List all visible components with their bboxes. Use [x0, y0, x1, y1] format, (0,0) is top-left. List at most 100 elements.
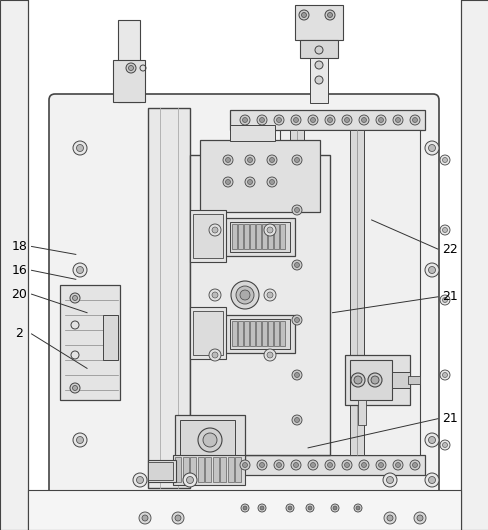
Circle shape [225, 157, 230, 163]
Bar [204, 457, 210, 482]
Circle shape [307, 460, 317, 470]
Circle shape [382, 473, 396, 487]
Bar [113, 60, 145, 102]
Circle shape [240, 290, 249, 300]
Circle shape [350, 373, 364, 387]
Bar [238, 224, 243, 249]
Circle shape [294, 208, 299, 213]
Circle shape [355, 506, 359, 510]
Circle shape [247, 157, 252, 163]
Circle shape [344, 118, 349, 122]
Circle shape [294, 373, 299, 377]
Circle shape [247, 180, 252, 184]
Text: 20: 20 [12, 288, 27, 301]
Circle shape [375, 115, 385, 125]
Bar [231, 321, 237, 346]
Circle shape [395, 463, 400, 467]
Circle shape [76, 437, 83, 444]
Circle shape [72, 296, 77, 301]
Circle shape [73, 141, 87, 155]
Circle shape [257, 115, 266, 125]
Circle shape [259, 118, 264, 122]
Bar [262, 224, 266, 249]
Circle shape [290, 460, 301, 470]
Circle shape [70, 293, 80, 303]
Circle shape [266, 352, 272, 358]
Circle shape [76, 267, 83, 273]
Circle shape [291, 155, 302, 165]
Circle shape [310, 118, 315, 122]
Circle shape [242, 463, 247, 467]
Bar [193, 311, 223, 355]
Circle shape [413, 512, 425, 524]
Circle shape [412, 118, 417, 122]
Circle shape [424, 263, 438, 277]
Circle shape [273, 460, 284, 470]
Circle shape [442, 297, 447, 303]
Circle shape [266, 155, 276, 165]
FancyBboxPatch shape [49, 94, 438, 496]
Circle shape [242, 292, 247, 298]
Bar [227, 457, 233, 482]
Circle shape [212, 292, 218, 298]
Circle shape [298, 10, 308, 20]
Circle shape [266, 227, 272, 233]
Circle shape [325, 460, 334, 470]
Circle shape [305, 504, 313, 512]
Circle shape [344, 463, 349, 467]
Circle shape [139, 512, 151, 524]
Circle shape [126, 63, 136, 73]
Circle shape [291, 205, 302, 215]
Bar [391, 372, 409, 388]
Circle shape [136, 476, 143, 483]
Bar [173, 455, 244, 485]
Bar [273, 224, 279, 249]
Circle shape [386, 476, 393, 483]
Bar [229, 125, 274, 141]
Circle shape [327, 13, 332, 17]
Bar [267, 321, 272, 346]
Bar [182, 457, 188, 482]
Circle shape [291, 315, 302, 325]
Circle shape [225, 180, 230, 184]
Circle shape [291, 260, 302, 270]
Circle shape [325, 10, 334, 20]
Circle shape [293, 463, 298, 467]
Bar [249, 321, 254, 346]
Circle shape [439, 370, 449, 380]
Bar [0, 0, 28, 530]
Circle shape [257, 460, 266, 470]
Circle shape [439, 225, 449, 235]
Circle shape [269, 180, 274, 184]
Bar [460, 0, 488, 530]
Bar [148, 108, 190, 488]
Circle shape [239, 289, 250, 301]
Bar [175, 415, 244, 463]
Circle shape [375, 460, 385, 470]
Circle shape [230, 281, 259, 309]
Circle shape [327, 118, 332, 122]
Bar [200, 140, 319, 212]
Bar [224, 315, 294, 353]
Bar [229, 455, 424, 475]
Circle shape [212, 227, 218, 233]
Circle shape [442, 157, 447, 163]
Bar [267, 224, 272, 249]
Circle shape [287, 506, 291, 510]
Circle shape [409, 460, 419, 470]
Circle shape [301, 13, 306, 17]
Circle shape [269, 157, 274, 163]
Bar [289, 130, 304, 455]
Text: 21: 21 [441, 412, 457, 425]
Circle shape [264, 289, 275, 301]
Circle shape [367, 373, 381, 387]
Circle shape [266, 177, 276, 187]
Bar [190, 307, 225, 359]
Bar [148, 462, 173, 480]
Bar [238, 321, 243, 346]
Bar [349, 360, 391, 400]
Circle shape [203, 433, 217, 447]
Circle shape [223, 155, 232, 165]
Bar [280, 224, 285, 249]
Circle shape [244, 177, 254, 187]
